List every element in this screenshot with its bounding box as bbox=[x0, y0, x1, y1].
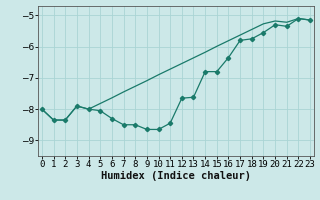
X-axis label: Humidex (Indice chaleur): Humidex (Indice chaleur) bbox=[101, 171, 251, 181]
